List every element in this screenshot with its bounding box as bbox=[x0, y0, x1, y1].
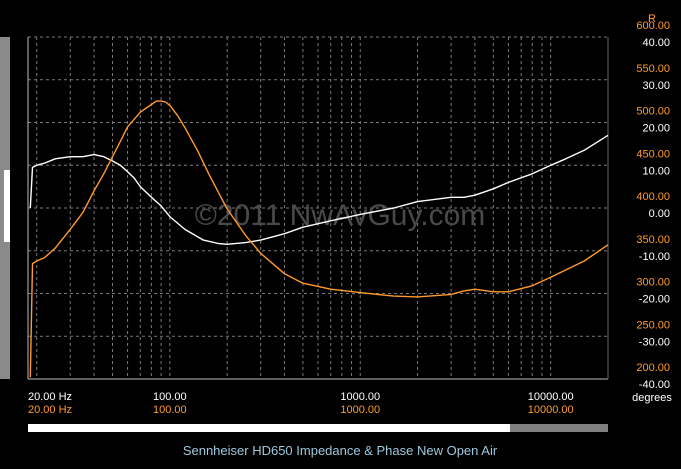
phase-tick-label: -20.00 bbox=[639, 294, 670, 306]
x-tick-label-secondary: 20.00 Hz bbox=[28, 404, 72, 416]
x-tick-label-secondary: 100.00 bbox=[153, 404, 187, 416]
series-layer bbox=[29, 100, 609, 378]
impedance-tick-label: 600.00 bbox=[636, 20, 670, 32]
impedance-tick-label: 200.00 bbox=[636, 362, 670, 374]
phase-tick-label: -30.00 bbox=[639, 336, 670, 348]
phase-series-line bbox=[29, 134, 609, 246]
impedance-tick-label: 500.00 bbox=[636, 106, 670, 118]
x-tick-label-secondary: 1000.00 bbox=[340, 404, 380, 416]
phase-axis-unit: degrees bbox=[632, 392, 672, 404]
phase-tick-label: 10.00 bbox=[642, 165, 670, 177]
x-tick-label: 20.00 Hz bbox=[28, 391, 72, 403]
phase-tick-label: 30.00 bbox=[642, 80, 670, 92]
impedance-series-line bbox=[29, 100, 609, 378]
left-vertical-thumb[interactable] bbox=[4, 170, 10, 242]
grid bbox=[27, 36, 609, 380]
chart-title: Sennheiser HD650 Impedance & Phase New O… bbox=[183, 443, 498, 458]
x-tick-label: 10000.00 bbox=[528, 391, 574, 403]
impedance-tick-label: 300.00 bbox=[636, 277, 670, 289]
x-tick-label: 100.00 bbox=[153, 391, 187, 403]
impedance-axis-unit: R bbox=[648, 13, 656, 25]
horizontal-scrollbar-thumb[interactable] bbox=[28, 424, 510, 432]
x-tick-label: 1000.00 bbox=[340, 391, 380, 403]
impedance-tick-label: 450.00 bbox=[636, 148, 670, 160]
x-tick-label-secondary: 10000.00 bbox=[528, 404, 574, 416]
phase-tick-label: -10.00 bbox=[639, 251, 670, 263]
impedance-tick-label: 400.00 bbox=[636, 191, 670, 203]
phase-tick-label: -40.00 bbox=[639, 379, 670, 391]
phase-tick-label: 40.00 bbox=[642, 37, 670, 49]
watermark: ©2011 NwAvGuy.com bbox=[195, 199, 486, 232]
impedance-tick-label: 350.00 bbox=[636, 234, 670, 246]
phase-tick-label: 20.00 bbox=[642, 123, 670, 135]
impedance-tick-label: 250.00 bbox=[636, 319, 670, 331]
tick-labels: 600.00 550.00 500.00 450.00 400.00 350.00 300.… bbox=[28, 20, 670, 416]
phase-tick-label: 0.00 bbox=[649, 208, 670, 220]
impedance-tick-label: 550.00 bbox=[636, 63, 670, 75]
